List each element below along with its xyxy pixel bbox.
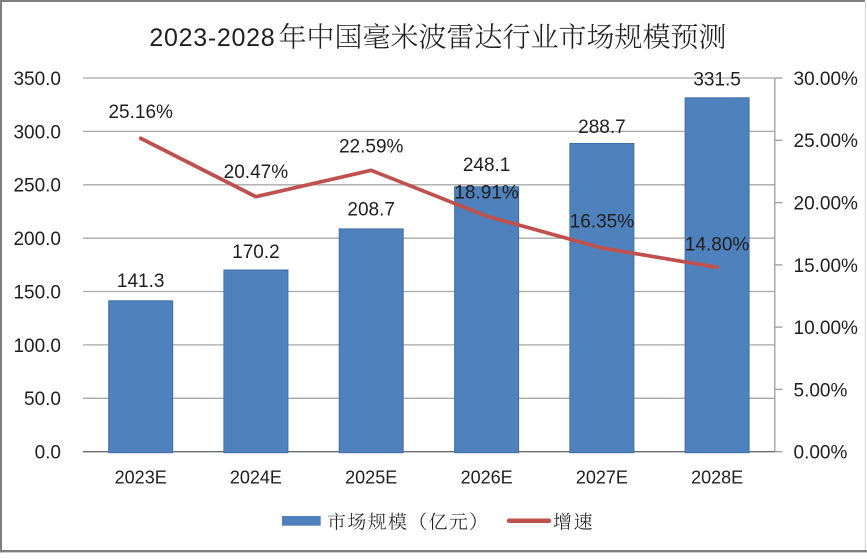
svg-text:20.00%: 20.00% bbox=[794, 194, 859, 215]
svg-text:300.0: 300.0 bbox=[13, 122, 61, 143]
svg-text:2026E: 2026E bbox=[461, 468, 513, 488]
svg-text:25.00%: 25.00% bbox=[794, 131, 859, 152]
svg-text:2023-2028: 2023-2028 bbox=[149, 24, 274, 52]
svg-text:15.00%: 15.00% bbox=[794, 256, 859, 277]
svg-text:2028E: 2028E bbox=[691, 468, 743, 488]
svg-text:10.00%: 10.00% bbox=[794, 318, 859, 339]
svg-text:288.7: 288.7 bbox=[578, 117, 626, 138]
svg-text:2027E: 2027E bbox=[576, 468, 628, 488]
svg-text:2025E: 2025E bbox=[345, 468, 397, 488]
svg-text:50.0: 50.0 bbox=[24, 389, 61, 410]
svg-text:150.0: 150.0 bbox=[13, 282, 61, 303]
svg-text:0.00%: 0.00% bbox=[794, 443, 848, 464]
svg-text:100.0: 100.0 bbox=[13, 336, 61, 357]
svg-text:14.80%: 14.80% bbox=[685, 235, 750, 256]
svg-text:16.35%: 16.35% bbox=[570, 212, 635, 233]
svg-text:30.00%: 30.00% bbox=[794, 69, 859, 90]
svg-text:5.00%: 5.00% bbox=[794, 380, 848, 401]
svg-text:141.3: 141.3 bbox=[117, 271, 165, 292]
svg-text:208.7: 208.7 bbox=[347, 199, 395, 220]
svg-text:331.5: 331.5 bbox=[693, 69, 741, 90]
svg-text:22.59%: 22.59% bbox=[339, 136, 404, 157]
svg-text:2024E: 2024E bbox=[230, 468, 282, 488]
svg-text:170.2: 170.2 bbox=[232, 242, 280, 263]
svg-text:250.0: 250.0 bbox=[13, 176, 61, 197]
svg-text:0.0: 0.0 bbox=[35, 443, 61, 464]
svg-text:2023E: 2023E bbox=[115, 468, 167, 488]
svg-text:20.47%: 20.47% bbox=[224, 162, 289, 183]
svg-text:248.1: 248.1 bbox=[463, 155, 511, 176]
svg-text:350.0: 350.0 bbox=[13, 69, 61, 90]
svg-text:200.0: 200.0 bbox=[13, 229, 61, 250]
svg-text:25.16%: 25.16% bbox=[108, 102, 173, 123]
svg-text:18.91%: 18.91% bbox=[454, 183, 519, 204]
